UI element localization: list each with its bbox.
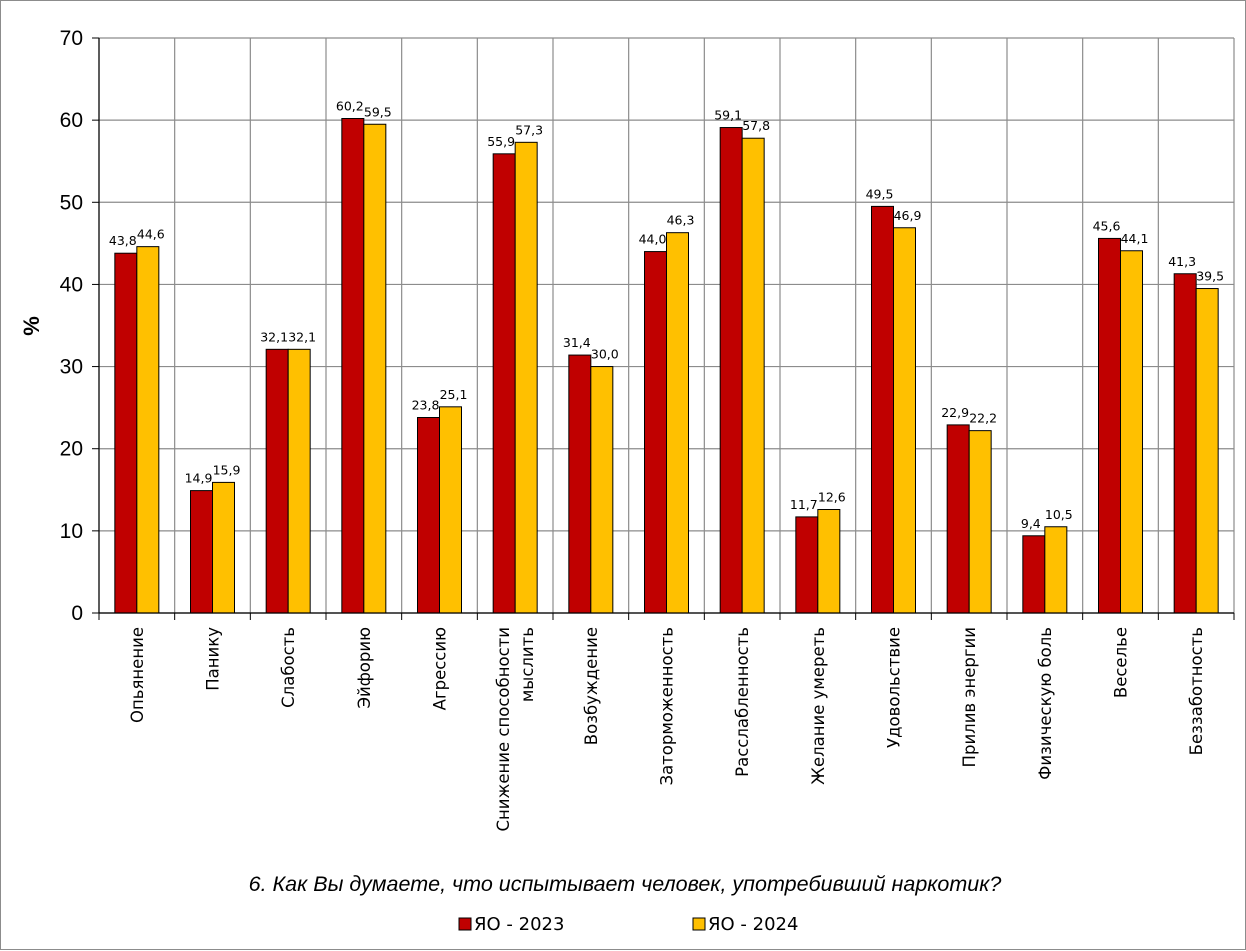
x-tick-label: Возбуждение	[582, 627, 601, 745]
x-tick-label: Расслабленность	[733, 627, 752, 777]
bar	[568, 354, 592, 614]
data-label: 32,1	[260, 329, 288, 344]
bar	[741, 137, 765, 614]
data-label: 22,2	[969, 411, 997, 426]
data-label: 46,3	[667, 213, 695, 228]
legend: ЯО - 2023 ЯО - 2024	[458, 914, 798, 935]
data-labels: 43,8 44,6 14,915,9 32,1 32,1 60,2 59,5 23,825,1…	[109, 99, 1224, 531]
bars	[114, 118, 1219, 614]
axes: 0 10 20 30 40 50 60 70 Опьянение Панику Слабость Эй…	[60, 27, 1235, 832]
x-tick-label: Панику	[204, 627, 223, 691]
y-tick-label: 20	[60, 438, 83, 461]
bar	[893, 227, 916, 614]
bar	[795, 516, 819, 614]
data-label: 12,6	[818, 490, 846, 505]
legend-swatch	[692, 917, 706, 931]
gridlines	[98, 37, 1235, 614]
data-label: 31,4	[563, 335, 591, 350]
data-label: 60,2	[336, 99, 364, 114]
x-tick-label: Снижение способности	[494, 627, 513, 832]
x-tick-label: Удовольствие	[885, 627, 904, 748]
data-label: 44,6	[137, 227, 165, 242]
data-label: 22,9	[941, 405, 969, 420]
bar	[492, 153, 516, 614]
data-label: 44,1	[1121, 231, 1149, 246]
bar	[265, 348, 289, 614]
data-label: 23,8	[412, 398, 440, 413]
x-tick-label: Эйфорию	[355, 627, 374, 709]
y-tick-label: 60	[60, 109, 83, 132]
data-label: 45,6	[1093, 218, 1121, 233]
bar	[136, 246, 160, 614]
data-label: 41,3	[1168, 254, 1196, 269]
bar	[1173, 273, 1197, 614]
bar	[514, 141, 538, 614]
y-tick-label: 50	[60, 191, 83, 214]
legend-swatch	[458, 917, 472, 931]
x-tick-label: Слабость	[279, 627, 298, 708]
bar	[666, 232, 689, 614]
bar	[968, 430, 992, 614]
data-label: 57,8	[742, 118, 770, 133]
chart-title: 6. Как Вы думаете, что испытывает челове…	[249, 872, 1002, 896]
x-tick-label: Веселье	[1112, 627, 1131, 698]
data-label: 43,8	[109, 233, 137, 248]
data-label: 14,9	[185, 471, 213, 486]
legend-label: ЯО - 2023	[474, 914, 564, 935]
data-label: 9,4	[1021, 516, 1041, 531]
bar	[817, 509, 841, 614]
bar	[590, 366, 614, 614]
data-label: 49,5	[866, 186, 894, 201]
y-axis-title: %	[19, 316, 44, 336]
bar	[417, 417, 440, 614]
bar	[212, 481, 235, 614]
data-label: 46,9	[894, 208, 922, 223]
y-tick-label: 0	[71, 602, 83, 625]
bar	[1098, 237, 1121, 614]
bar	[946, 424, 970, 614]
y-tick-label: 40	[60, 273, 83, 296]
bar	[1195, 288, 1219, 614]
data-label: 10,5	[1045, 507, 1073, 522]
bar	[341, 118, 365, 614]
x-tick-label: Прилив энергии	[960, 627, 979, 767]
bar	[114, 252, 138, 614]
legend-label: ЯО - 2024	[708, 914, 798, 935]
bar	[190, 490, 213, 614]
x-tick-label: мыслить	[518, 627, 537, 702]
bar	[871, 205, 894, 614]
data-label: 25,1	[440, 387, 468, 402]
data-label: 59,1	[714, 108, 742, 123]
x-tick-label: Агрессию	[431, 627, 450, 710]
data-label: 39,5	[1196, 269, 1224, 284]
bar	[439, 406, 462, 614]
bar	[1022, 535, 1046, 614]
x-tick-label: Беззаботность	[1187, 627, 1206, 755]
data-label: 57,3	[515, 122, 543, 137]
x-tick-label: Желание умереть	[809, 627, 828, 785]
data-label: 55,9	[487, 134, 515, 149]
x-tick-label: Заторможенность	[658, 627, 677, 786]
bar	[719, 127, 743, 614]
bar	[1120, 250, 1143, 614]
bar	[644, 251, 667, 614]
y-tick-label: 70	[60, 27, 83, 50]
y-tick-label: 10	[60, 520, 83, 543]
bar	[1044, 526, 1068, 614]
data-label: 44,0	[639, 232, 667, 247]
x-tick-label: Опьянение	[128, 627, 147, 723]
data-label: 11,7	[790, 497, 818, 512]
data-label: 15,9	[213, 462, 241, 477]
data-label: 30,0	[591, 347, 619, 362]
data-label: 32,1	[288, 329, 316, 344]
data-label: 59,5	[364, 104, 392, 119]
y-tick-label: 30	[60, 356, 83, 379]
x-tick-label: Физическую боль	[1036, 627, 1055, 780]
bar	[287, 348, 311, 614]
bar	[363, 123, 387, 614]
